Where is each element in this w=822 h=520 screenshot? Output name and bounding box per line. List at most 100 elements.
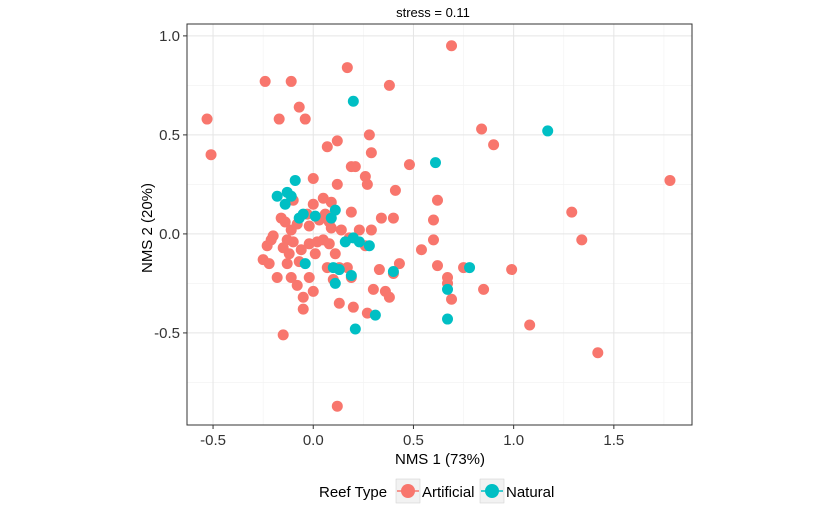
- data-point-artificial: [297, 303, 309, 315]
- y-tick-label: 0.5: [159, 127, 180, 144]
- data-point-artificial: [566, 206, 578, 218]
- data-point-natural: [442, 283, 454, 295]
- data-point-artificial: [325, 222, 337, 234]
- data-point-artificial: [295, 244, 307, 256]
- data-point-natural: [349, 323, 361, 335]
- y-tick-label: -0.5: [154, 325, 180, 342]
- data-point-artificial: [201, 113, 213, 125]
- data-point-artificial: [287, 236, 299, 248]
- data-point-artificial: [349, 161, 361, 173]
- data-point-artificial: [293, 101, 305, 113]
- data-points: [201, 40, 676, 412]
- data-point-artificial: [353, 224, 365, 236]
- data-point-artificial: [365, 147, 377, 159]
- x-tick-label: -0.5: [200, 432, 226, 449]
- data-point-artificial: [285, 75, 297, 87]
- data-point-natural: [325, 212, 337, 224]
- data-point-natural: [271, 190, 283, 202]
- data-point-natural: [329, 277, 341, 289]
- legend-item-natural: Natural: [479, 478, 554, 504]
- data-point-artificial: [367, 283, 379, 295]
- data-point-natural: [369, 309, 381, 321]
- data-point-artificial: [335, 224, 347, 236]
- data-point-artificial: [279, 216, 291, 228]
- data-point-artificial: [576, 234, 588, 246]
- data-point-artificial: [664, 174, 676, 186]
- data-point-artificial: [285, 271, 297, 283]
- data-point-artificial: [285, 224, 297, 236]
- legend-item-artificial: Artificial: [395, 478, 475, 504]
- x-axis-title: NMS 1 (73%): [395, 451, 485, 468]
- data-point-artificial: [375, 212, 387, 224]
- data-point-artificial: [361, 178, 373, 190]
- data-point-artificial: [431, 260, 443, 272]
- data-point-artificial: [383, 291, 395, 303]
- data-point-artificial: [321, 141, 333, 153]
- data-point-artificial: [307, 172, 319, 184]
- data-point-artificial: [427, 234, 439, 246]
- data-point-artificial: [431, 194, 443, 206]
- data-point-artificial: [347, 301, 359, 313]
- data-point-artificial: [307, 198, 319, 210]
- data-point-artificial: [488, 139, 500, 151]
- data-point-artificial: [309, 248, 321, 260]
- data-point-natural: [464, 262, 476, 274]
- data-point-artificial: [365, 224, 377, 236]
- data-point-natural: [309, 210, 321, 222]
- y-tick-label: 0.0: [159, 226, 180, 243]
- legend-key-point-natural: [485, 484, 499, 498]
- x-tick-label: 0.0: [303, 432, 324, 449]
- data-point-natural: [363, 240, 375, 252]
- data-point-artificial: [373, 264, 385, 276]
- data-point-artificial: [383, 79, 395, 91]
- legend-key-point-artificial: [401, 484, 415, 498]
- data-point-natural: [347, 95, 359, 107]
- data-point-artificial: [291, 279, 303, 291]
- plot-panel: [187, 24, 692, 425]
- data-point-artificial: [329, 248, 341, 260]
- x-tick-label: 1.0: [503, 432, 524, 449]
- x-tick-label: 1.5: [603, 432, 624, 449]
- data-point-artificial: [277, 329, 289, 341]
- data-point-artificial: [476, 123, 488, 135]
- data-point-artificial: [363, 129, 375, 141]
- data-point-artificial: [331, 400, 343, 412]
- legend-title: Reef Type: [319, 484, 387, 501]
- y-tick-label: 1.0: [159, 28, 180, 45]
- plot-border: [186, 23, 693, 426]
- data-point-artificial: [273, 113, 285, 125]
- data-point-artificial: [345, 206, 357, 218]
- data-point-artificial: [331, 135, 343, 147]
- data-point-artificial: [259, 75, 271, 87]
- legend-label-artificial: Artificial: [422, 484, 475, 501]
- legend-label-natural: Natural: [506, 484, 554, 501]
- data-point-natural: [279, 198, 291, 210]
- data-point-artificial: [592, 347, 604, 359]
- data-point-natural: [542, 125, 554, 137]
- data-point-artificial: [393, 258, 405, 270]
- data-point-natural: [442, 313, 454, 325]
- data-point-artificial: [263, 258, 275, 270]
- data-point-natural: [387, 266, 399, 278]
- data-point-artificial: [524, 319, 536, 331]
- data-point-artificial: [271, 271, 283, 283]
- data-point-natural: [345, 269, 357, 281]
- data-point-artificial: [303, 220, 315, 232]
- data-point-natural: [297, 208, 309, 220]
- data-point-artificial: [478, 283, 490, 295]
- data-point-artificial: [387, 212, 399, 224]
- data-point-artificial: [307, 285, 319, 297]
- data-point-artificial: [311, 236, 323, 248]
- data-point-artificial: [297, 291, 309, 303]
- data-point-artificial: [403, 159, 415, 171]
- data-point-natural: [285, 190, 297, 202]
- data-point-natural: [299, 258, 311, 270]
- data-point-artificial: [446, 293, 458, 305]
- data-point-artificial: [506, 264, 518, 276]
- series-natural: [271, 95, 554, 335]
- data-point-artificial: [265, 234, 277, 246]
- data-point-artificial: [341, 62, 353, 74]
- data-point-natural: [353, 236, 365, 248]
- data-point-natural: [289, 174, 301, 186]
